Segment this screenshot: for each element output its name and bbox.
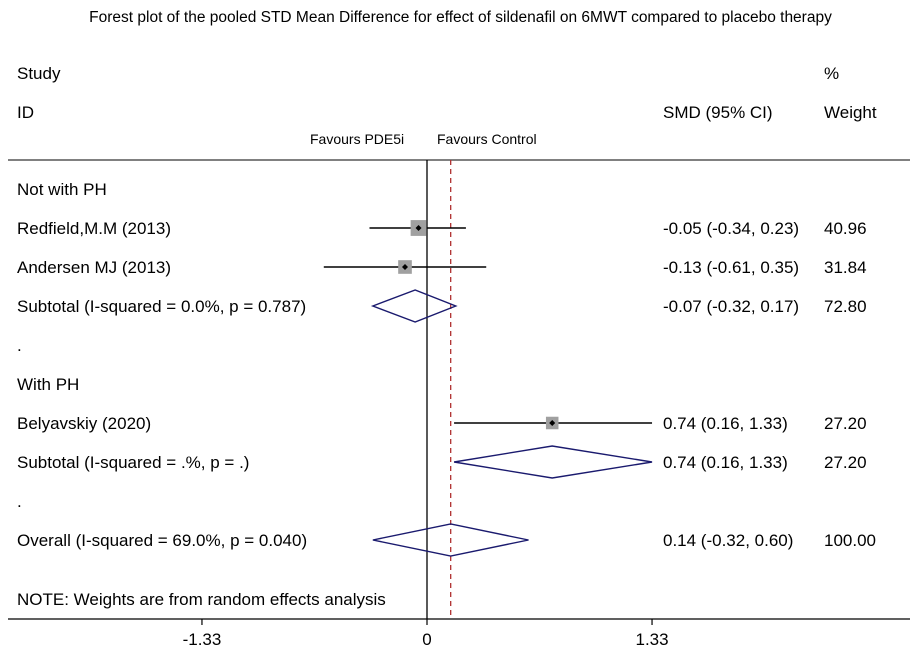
subtotal-diamond xyxy=(453,445,653,479)
subtotal-diamond xyxy=(370,289,458,323)
header-weight: Weight xyxy=(824,103,877,122)
group-label: Not with PH xyxy=(17,180,107,199)
weight-text: 100.00 xyxy=(824,531,876,550)
weight-text: 27.20 xyxy=(824,453,867,472)
row-label: Andersen MJ (2013) xyxy=(17,258,172,277)
effect-ci-text: -0.13 (-0.61, 0.35) xyxy=(663,258,800,277)
effect-ci-text: 0.74 (0.16, 1.33) xyxy=(663,453,788,472)
favours-left-label: Favours PDE5i xyxy=(310,131,405,147)
row-label: Overall (I-squared = 69.0%, p = 0.040) xyxy=(17,531,308,550)
spacer-dot: . xyxy=(17,492,22,511)
weight-text: 72.80 xyxy=(824,297,867,316)
x-tick-label: 0 xyxy=(422,630,432,649)
effect-ci-text: 0.14 (-0.32, 0.60) xyxy=(663,531,794,550)
x-tick-label: 1.33 xyxy=(635,630,669,649)
favours-right-label: Favours Control xyxy=(437,131,537,147)
row-label: Subtotal (I-squared = .%, p = .) xyxy=(17,453,250,472)
spacer-dot: . xyxy=(17,336,22,355)
point-estimate xyxy=(549,420,556,426)
weight-text: 27.20 xyxy=(824,414,867,433)
header-id: ID xyxy=(17,103,34,122)
overall-diamond xyxy=(372,523,529,557)
group-label: With PH xyxy=(17,375,80,394)
row-label: Belyavskiy (2020) xyxy=(17,414,152,433)
row-label: Subtotal (I-squared = 0.0%, p = 0.787) xyxy=(17,297,307,316)
header-study: Study xyxy=(17,64,61,83)
effect-ci-text: -0.07 (-0.32, 0.17) xyxy=(663,297,800,316)
weights-note: NOTE: Weights are from random effects an… xyxy=(17,590,386,609)
weight-text: 40.96 xyxy=(824,219,867,238)
effect-ci-text: -0.05 (-0.34, 0.23) xyxy=(663,219,800,238)
point-estimate xyxy=(402,264,409,270)
row-label: Redfield,M.M (2013) xyxy=(17,219,172,238)
chart-title: Forest plot of the pooled STD Mean Diffe… xyxy=(89,9,832,26)
point-estimate xyxy=(415,225,422,231)
header-weight-percent: % xyxy=(824,64,840,83)
header-effect: SMD (95% CI) xyxy=(663,103,773,122)
weight-text: 31.84 xyxy=(824,258,867,277)
x-tick-label: -1.33 xyxy=(182,630,222,649)
effect-ci-text: 0.74 (0.16, 1.33) xyxy=(663,414,788,433)
